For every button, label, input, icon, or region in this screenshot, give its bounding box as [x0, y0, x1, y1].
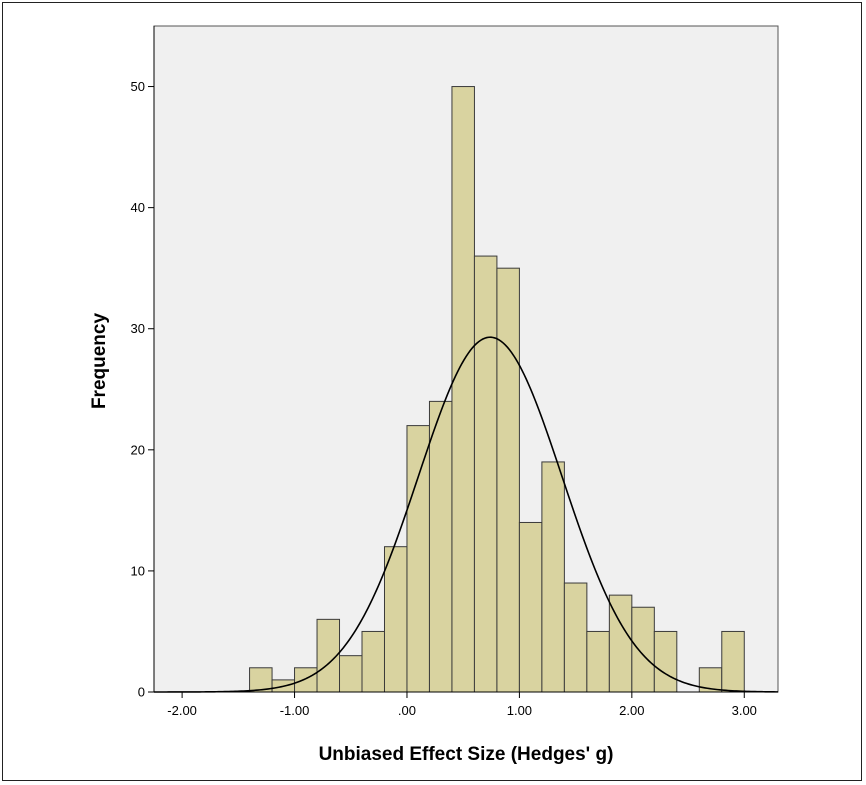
histogram-bar	[361, 630, 385, 693]
x-tick-label: -2.00	[167, 703, 197, 718]
bar-group	[249, 86, 745, 693]
normal-curve	[154, 336, 779, 693]
histogram-bar	[721, 630, 745, 693]
y-tick-label: 0	[138, 685, 145, 700]
x-tick-label: -1.00	[280, 703, 310, 718]
histogram-bar	[406, 425, 430, 693]
histogram-bar	[631, 606, 655, 693]
y-tick-label: 40	[131, 200, 145, 215]
histogram-bar	[541, 461, 565, 693]
x-tick-label: 2.00	[619, 703, 644, 718]
y-tick-label: 10	[131, 563, 145, 578]
x-axis: -2.00 -1.00 .00 1.00 2.00 3.00	[154, 691, 778, 718]
histogram-bar	[428, 400, 453, 693]
y-tick-label: 20	[131, 442, 145, 457]
histogram-chart: -2.00 -1.00 .00 1.00 2.00 3.00 0 10 20 30 40 50 Un…	[89, 25, 779, 765]
histogram-bar	[496, 267, 520, 693]
x-tick-label: .00	[398, 703, 416, 718]
y-axis: 0 10 20 30 40 50	[131, 26, 155, 700]
histogram-bar	[518, 521, 543, 693]
y-tick-label: 30	[131, 321, 145, 336]
histogram-bar	[473, 255, 498, 693]
y-axis-title: Frequency	[89, 313, 110, 410]
histogram-bar	[451, 86, 475, 693]
histogram-bar	[653, 630, 678, 693]
x-tick-label: 3.00	[732, 703, 757, 718]
histogram-bar	[563, 582, 588, 693]
histogram-bar	[586, 630, 610, 693]
histogram-bar	[339, 655, 363, 693]
histogram-bar	[383, 546, 408, 693]
histogram-bar	[294, 667, 318, 693]
x-tick-label: 1.00	[507, 703, 532, 718]
x-axis-title: Unbiased Effect Size (Hedges' g)	[319, 744, 614, 765]
y-tick-label: 50	[131, 79, 145, 94]
